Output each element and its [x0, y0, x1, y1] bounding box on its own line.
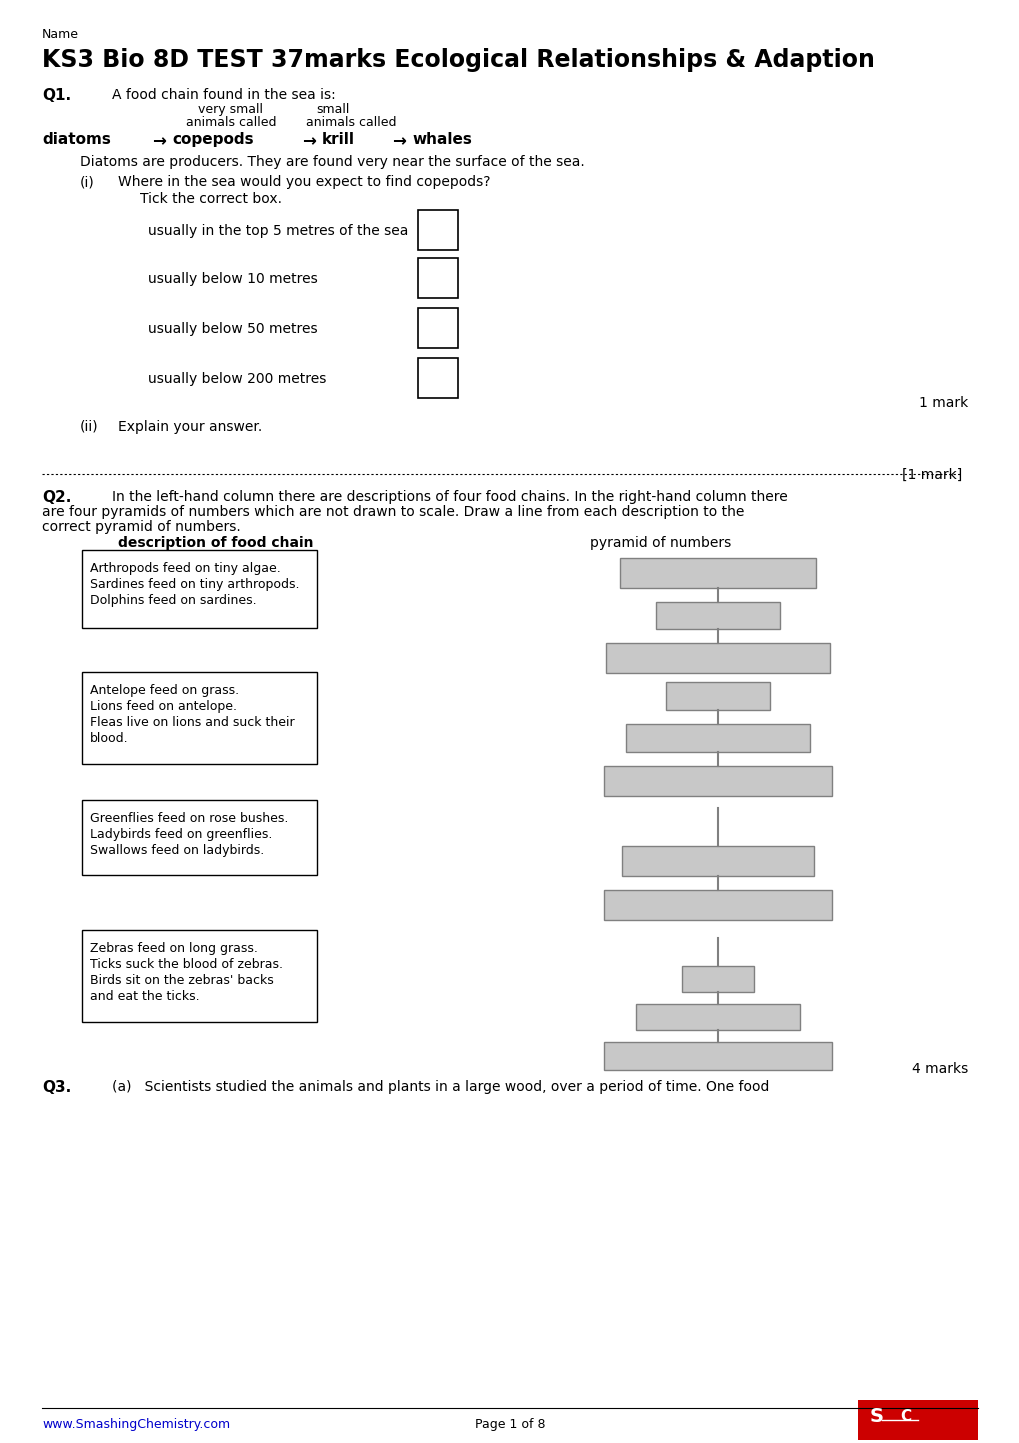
Text: description of food chain: description of food chain — [118, 535, 313, 550]
Bar — [603, 890, 832, 921]
Bar — [857, 1400, 977, 1440]
Text: Arthropods feed on tiny algae.: Arthropods feed on tiny algae. — [90, 561, 280, 574]
Text: 1 mark: 1 mark — [918, 395, 967, 410]
Bar — [682, 965, 753, 991]
Text: krill: krill — [322, 131, 355, 147]
Bar — [636, 1004, 799, 1030]
Text: A food chain found in the sea is:: A food chain found in the sea is: — [112, 88, 335, 102]
Text: (ii): (ii) — [79, 420, 99, 434]
Text: Antelope feed on grass.: Antelope feed on grass. — [90, 684, 238, 697]
Bar — [82, 799, 317, 874]
Bar — [418, 358, 458, 398]
Text: →: → — [302, 131, 316, 150]
Text: Q2.: Q2. — [42, 491, 71, 505]
Bar — [418, 258, 458, 299]
Text: animals called: animals called — [306, 115, 396, 128]
Bar — [82, 672, 317, 763]
Text: Q3.: Q3. — [42, 1079, 71, 1095]
Text: Sardines feed on tiny arthropods.: Sardines feed on tiny arthropods. — [90, 579, 300, 592]
Bar — [605, 644, 829, 672]
Text: Q1.: Q1. — [42, 88, 71, 102]
Text: Zebras feed on long grass.: Zebras feed on long grass. — [90, 942, 258, 955]
Text: correct pyramid of numbers.: correct pyramid of numbers. — [42, 519, 240, 534]
Text: small: small — [316, 102, 350, 115]
Text: In the left-hand column there are descriptions of four food chains. In the right: In the left-hand column there are descri… — [112, 491, 787, 504]
Text: (i): (i) — [79, 175, 95, 189]
Text: Explain your answer.: Explain your answer. — [118, 420, 262, 434]
Bar — [655, 602, 780, 629]
Text: blood.: blood. — [90, 732, 128, 745]
Bar — [82, 929, 317, 1022]
Text: whales: whales — [412, 131, 472, 147]
Bar — [622, 846, 813, 876]
Text: usually in the top 5 metres of the sea: usually in the top 5 metres of the sea — [148, 224, 408, 238]
Text: Tick the correct box.: Tick the correct box. — [140, 192, 281, 206]
Text: Ticks suck the blood of zebras.: Ticks suck the blood of zebras. — [90, 958, 282, 971]
Bar — [418, 307, 458, 348]
Text: Dolphins feed on sardines.: Dolphins feed on sardines. — [90, 595, 257, 608]
Text: animals called: animals called — [185, 115, 276, 128]
Text: Birds sit on the zebras' backs: Birds sit on the zebras' backs — [90, 974, 273, 987]
Text: www.SmashingChemistry.com: www.SmashingChemistry.com — [42, 1418, 230, 1431]
Text: Swallows feed on ladybirds.: Swallows feed on ladybirds. — [90, 844, 264, 857]
Bar — [82, 550, 317, 628]
Text: Greenflies feed on rose bushes.: Greenflies feed on rose bushes. — [90, 812, 288, 825]
Text: Name: Name — [42, 27, 78, 40]
Text: pyramid of numbers: pyramid of numbers — [589, 535, 731, 550]
Text: diatoms: diatoms — [42, 131, 111, 147]
Text: →: → — [152, 131, 166, 150]
Text: Page 1 of 8: Page 1 of 8 — [474, 1418, 545, 1431]
Text: usually below 200 metres: usually below 200 metres — [148, 372, 326, 385]
Text: Where in the sea would you expect to find copepods?: Where in the sea would you expect to fin… — [118, 175, 490, 189]
Text: (a)   Scientists studied the animals and plants in a large wood, over a period o: (a) Scientists studied the animals and p… — [112, 1079, 768, 1094]
Bar — [418, 211, 458, 250]
Bar — [626, 724, 809, 752]
Text: Diatoms are producers. They are found very near the surface of the sea.: Diatoms are producers. They are found ve… — [79, 154, 584, 169]
Text: and eat the ticks.: and eat the ticks. — [90, 990, 200, 1003]
Text: usually below 50 metres: usually below 50 metres — [148, 322, 317, 336]
Text: C: C — [899, 1408, 910, 1424]
Text: Fleas live on lions and suck their: Fleas live on lions and suck their — [90, 716, 294, 729]
Text: Ladybirds feed on greenflies.: Ladybirds feed on greenflies. — [90, 828, 272, 841]
Text: S: S — [869, 1407, 883, 1426]
Text: 4 marks: 4 marks — [911, 1062, 967, 1076]
Bar — [603, 1042, 832, 1071]
Text: are four pyramids of numbers which are not drawn to scale. Draw a line from each: are four pyramids of numbers which are n… — [42, 505, 744, 519]
Text: very small: very small — [198, 102, 263, 115]
Text: usually below 10 metres: usually below 10 metres — [148, 271, 318, 286]
Text: Lions feed on antelope.: Lions feed on antelope. — [90, 700, 236, 713]
Bar — [620, 558, 815, 587]
Text: [1 mark]: [1 mark] — [901, 468, 961, 482]
Text: →: → — [391, 131, 406, 150]
Text: KS3 Bio 8D TEST 37marks Ecological Relationships & Adaption: KS3 Bio 8D TEST 37marks Ecological Relat… — [42, 48, 874, 72]
Bar — [603, 766, 832, 797]
Bar — [665, 683, 769, 710]
Text: copepods: copepods — [172, 131, 254, 147]
